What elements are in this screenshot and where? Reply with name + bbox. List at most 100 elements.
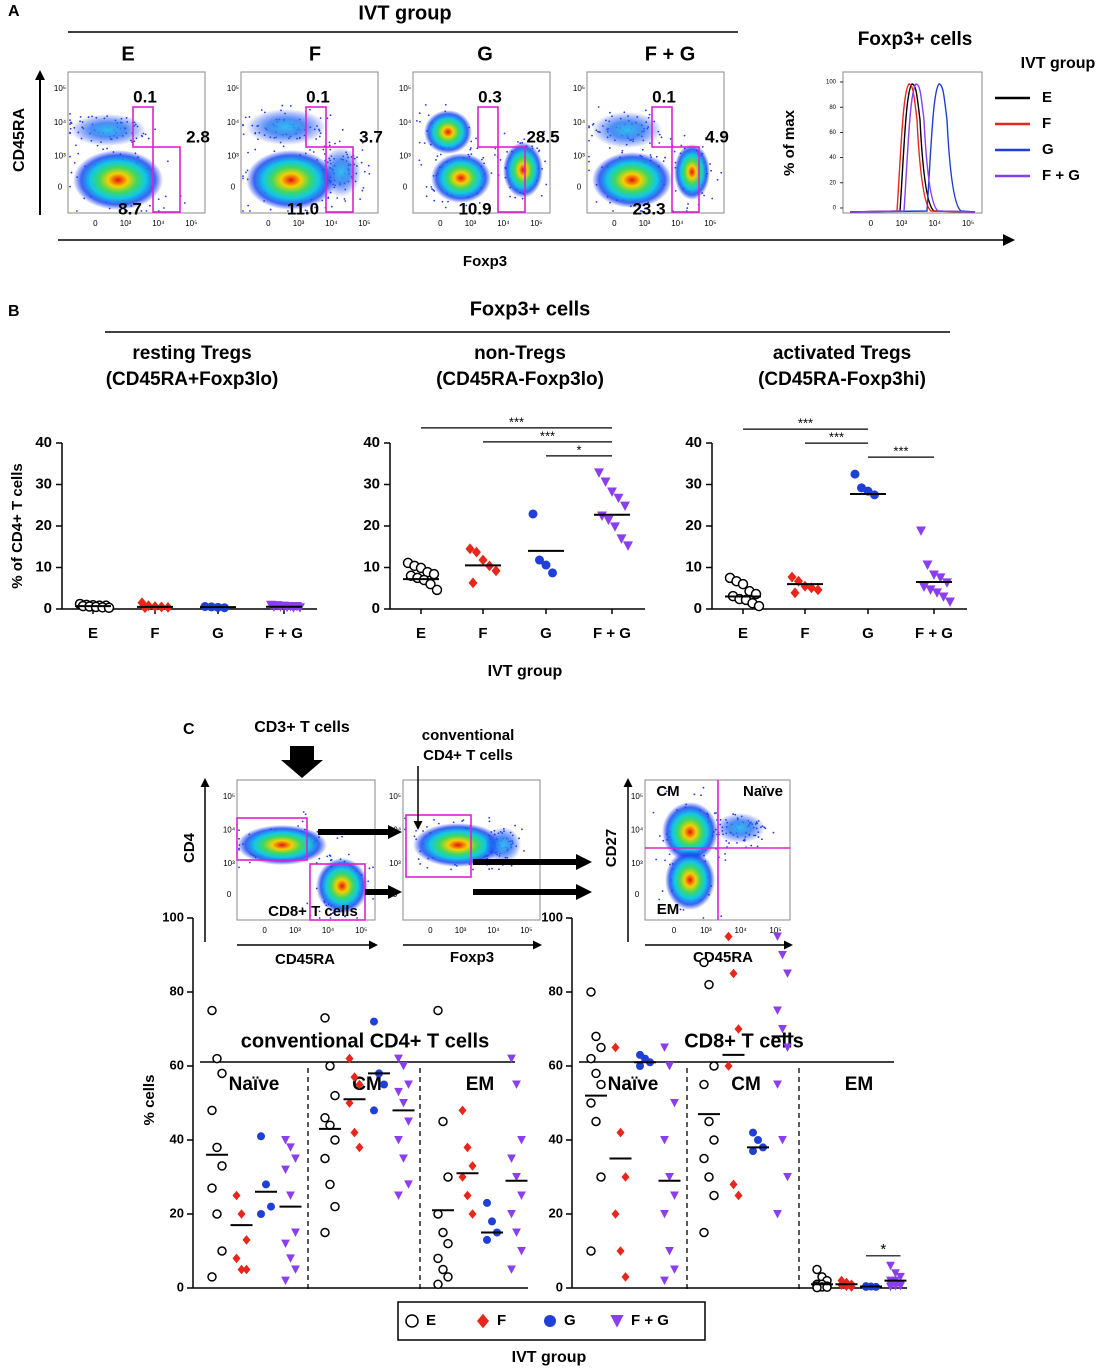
data-point	[320, 1227, 330, 1238]
y-tick-label: 10⁵	[631, 792, 643, 801]
event-dot	[426, 826, 428, 828]
data-point	[636, 1062, 644, 1070]
data-point	[813, 584, 823, 596]
data-point	[291, 1228, 300, 1237]
group-label: CM	[352, 1074, 382, 1095]
event-dot	[704, 137, 707, 139]
density	[424, 110, 472, 154]
event-dot	[702, 786, 705, 789]
legend-label: G	[1042, 141, 1054, 158]
y-tick-label: 10⁵	[54, 84, 66, 93]
histogram-title: Foxp3+ cells	[858, 29, 973, 50]
data-point	[262, 1180, 270, 1189]
event-dot	[491, 867, 493, 870]
gate-value: 4.9	[705, 127, 729, 146]
event-dot	[247, 204, 250, 207]
event-dot	[523, 138, 526, 141]
data-point	[286, 1143, 295, 1152]
data-point	[790, 587, 800, 599]
data-point	[670, 1099, 679, 1108]
y-tick-label: 10³	[389, 859, 401, 868]
event-dot	[537, 150, 540, 153]
group-label: EM	[845, 1074, 874, 1095]
data-point	[207, 1005, 217, 1016]
event-dot	[344, 915, 346, 918]
data-point	[507, 1154, 516, 1163]
arrow-head	[1003, 234, 1015, 246]
x-tick-label: 10⁵	[185, 219, 197, 228]
y-tick-label: 40	[170, 1131, 184, 1146]
x-axis-label: CD45RA	[275, 951, 335, 968]
data-point	[463, 1190, 472, 1201]
event-dot	[426, 866, 429, 869]
data-point	[488, 1217, 496, 1226]
data-point	[709, 1135, 719, 1145]
data-point	[428, 568, 440, 580]
event-dot	[595, 201, 598, 203]
data-point	[607, 487, 617, 497]
event-dot	[462, 819, 465, 821]
data-point	[709, 1190, 719, 1201]
event-dot	[609, 111, 611, 114]
x-tick-label: F	[150, 625, 159, 642]
chart-subtitle: (CD45RA-Foxp3hi)	[758, 369, 926, 390]
x-tick-label: 0	[869, 219, 874, 228]
arrow-head	[388, 885, 402, 899]
event-dot	[343, 198, 346, 200]
event-dot	[344, 200, 347, 202]
density	[246, 109, 326, 145]
data-point	[394, 1191, 403, 1200]
significance-label: *	[880, 1241, 886, 1258]
data-point	[850, 469, 860, 479]
x-tick-label: 10⁴	[322, 926, 335, 935]
data-point	[591, 1068, 601, 1079]
event-dot	[248, 116, 251, 118]
y-tick-label: 10	[35, 558, 52, 575]
event-dot	[368, 867, 371, 870]
data-point	[616, 534, 627, 544]
event-dot	[336, 197, 339, 199]
event-dot	[166, 160, 169, 163]
event-dot	[674, 189, 677, 192]
data-point	[207, 1105, 217, 1116]
y-tick-label: 10⁴	[227, 118, 240, 127]
data-point	[433, 1279, 443, 1290]
chart-title: activated Tregs	[773, 343, 911, 364]
data-point	[670, 1191, 679, 1200]
x-tick-label: 10⁵	[520, 926, 532, 935]
event-dot	[430, 185, 433, 188]
data-point	[295, 603, 305, 613]
data-point	[778, 951, 787, 960]
y-tick-label: 40	[549, 1131, 563, 1146]
y-axis-label: % cells	[141, 1075, 158, 1126]
event-dot	[761, 838, 763, 841]
density	[662, 802, 718, 862]
event-dot	[269, 208, 272, 211]
event-dot	[328, 141, 331, 144]
data-point	[512, 1173, 521, 1182]
event-dot	[510, 864, 513, 867]
data-point	[217, 1246, 227, 1256]
event-dot	[418, 159, 421, 162]
event-dot	[488, 820, 491, 823]
y-tick-label: 10³	[631, 859, 643, 868]
x-tick-label: F	[800, 625, 809, 642]
chart-title: conventional CD4+ T cells	[241, 1030, 489, 1052]
y-tick-label: 60	[170, 1057, 184, 1072]
data-point	[394, 1054, 403, 1063]
gate-label: conventional	[422, 727, 515, 744]
event-dot	[658, 835, 661, 837]
y-tick-label: 40	[685, 434, 702, 451]
data-point	[724, 931, 733, 942]
event-dot	[242, 124, 244, 127]
y-tick-label: 40	[363, 434, 380, 451]
gate	[671, 146, 700, 213]
data-point	[787, 571, 797, 583]
event-dot	[643, 207, 646, 210]
event-dot	[301, 820, 304, 823]
event-dot	[683, 134, 686, 137]
legend-box	[397, 1301, 706, 1341]
gate-label: CD4+ T cells	[423, 747, 513, 764]
x-tick-label: 10⁴	[497, 219, 510, 228]
event-dot	[687, 203, 689, 205]
